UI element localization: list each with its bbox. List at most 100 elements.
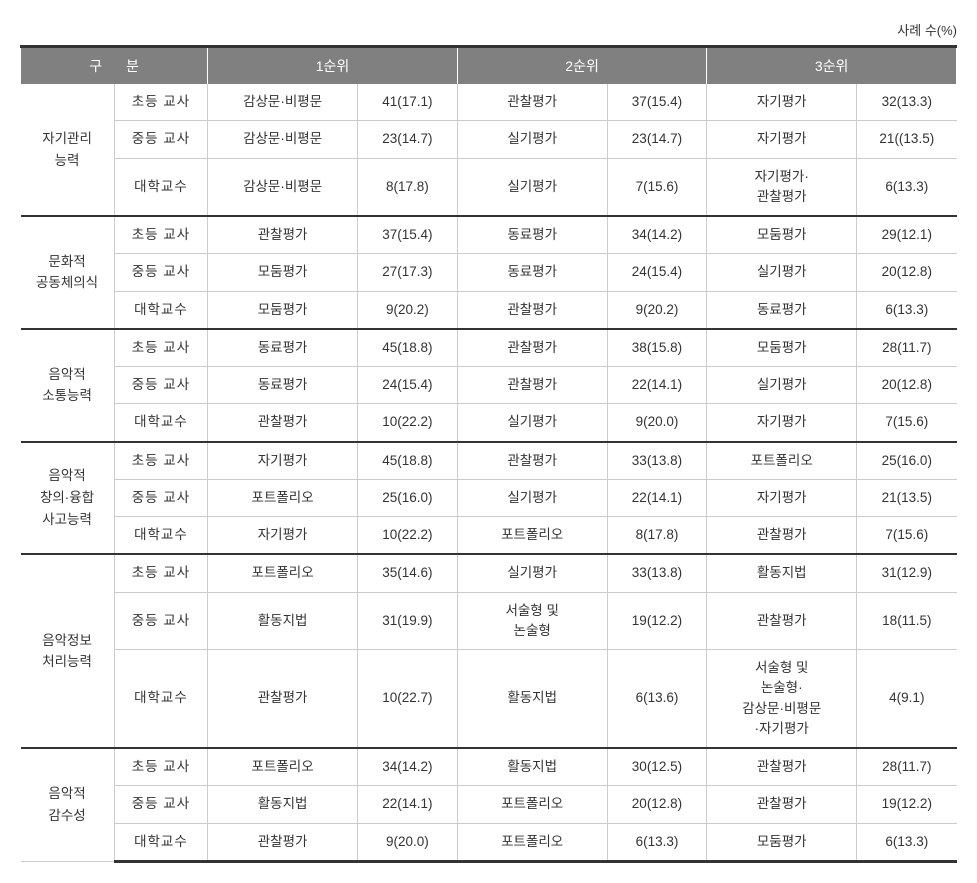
rank1-value: 10(22.2): [358, 404, 458, 442]
rank2-item: 서술형 및논술형: [457, 592, 607, 650]
header-division: 구 분: [21, 47, 208, 85]
rank2-item: 관찰평가: [457, 291, 607, 329]
rank3-value: 32(13.3): [857, 84, 957, 121]
rank3-value: 6(13.3): [857, 823, 957, 861]
rank3-item: 관찰평가: [707, 786, 857, 823]
rank2-value: 33(13.8): [607, 442, 707, 480]
table-body: 자기관리능력초등 교사감상문·비평문41(17.1)관찰평가37(15.4)자기…: [21, 84, 957, 861]
rank3-item: 동료평가: [707, 291, 857, 329]
table-row: 중등 교사모둠평가27(17.3)동료평가24(15.4)실기평가20(12.8…: [21, 254, 957, 291]
rank2-value: 6(13.3): [607, 823, 707, 861]
rank2-item: 관찰평가: [457, 84, 607, 121]
rank3-value: 20(12.8): [857, 254, 957, 291]
rank1-item: 포트폴리오: [208, 748, 358, 786]
rank1-item: 감상문·비평문: [208, 121, 358, 158]
rank3-item: 서술형 및논술형·감상문·비평문·자기평가: [707, 650, 857, 749]
rank1-item: 동료평가: [208, 367, 358, 404]
rank1-item: 모둠평가: [208, 291, 358, 329]
rank3-item: 관찰평가: [707, 748, 857, 786]
table-row: 대학교수관찰평가10(22.7)활동지법6(13.6)서술형 및논술형·감상문·…: [21, 650, 957, 749]
rank1-value: 37(15.4): [358, 216, 458, 254]
table-caption: 사례 수(%): [20, 20, 957, 39]
rank1-item: 동료평가: [208, 329, 358, 367]
table-row: 음악적소통능력초등 교사동료평가45(18.8)관찰평가38(15.8)모둠평가…: [21, 329, 957, 367]
rank3-value: 4(9.1): [857, 650, 957, 749]
rank1-item: 포트폴리오: [208, 479, 358, 516]
ranking-table: 구 분 1순위 2순위 3순위 자기관리능력초등 교사 감상문·비평문41(17.…: [20, 45, 957, 863]
table-row: 중등 교사포트폴리오25(16.0)실기평가22(14.1)자기평가21(13.…: [21, 479, 957, 516]
rank2-item: 관찰평가: [457, 367, 607, 404]
rank2-item: 실기평가: [457, 554, 607, 592]
table-row: 중등 교사활동지법31(19.9)서술형 및논술형19(12.2)관찰평가18(…: [21, 592, 957, 650]
rank1-value: 9(20.0): [358, 823, 458, 861]
rank1-item: 포트폴리오: [208, 554, 358, 592]
rank2-item: 동료평가: [457, 254, 607, 291]
rank2-value: 9(20.2): [607, 291, 707, 329]
rank3-item: 자기평가: [707, 479, 857, 516]
table-row: 음악정보처리능력초등 교사포트폴리오35(14.6)실기평가33(13.8)활동…: [21, 554, 957, 592]
table-row: 문화적공동체의식초등 교사관찰평가37(15.4)동료평가34(14.2)모둠평…: [21, 216, 957, 254]
subgroup-name: 중등 교사: [114, 121, 208, 158]
table-row: 중등 교사감상문·비평문23(14.7)실기평가23(14.7)자기평가21((…: [21, 121, 957, 158]
rank3-value: 18(11.5): [857, 592, 957, 650]
rank3-item: 모둠평가: [707, 329, 857, 367]
rank2-value: 8(17.8): [607, 517, 707, 555]
rank2-item: 관찰평가: [457, 329, 607, 367]
rank1-item: 감상문·비평문: [208, 84, 358, 121]
rank2-value: 6(13.6): [607, 650, 707, 749]
rank3-item: 실기평가: [707, 367, 857, 404]
rank1-item: 관찰평가: [208, 404, 358, 442]
group-name: 음악적소통능력: [21, 329, 115, 442]
rank2-item: 관찰평가: [457, 442, 607, 480]
rank3-item: 활동지법: [707, 554, 857, 592]
rank1-value: 10(22.2): [358, 517, 458, 555]
rank3-item: 자기평가: [707, 404, 857, 442]
rank3-item: 관찰평가: [707, 517, 857, 555]
subgroup-name: 중등 교사: [114, 367, 208, 404]
table-row: 대학교수모둠평가9(20.2)관찰평가9(20.2)동료평가6(13.3): [21, 291, 957, 329]
rank3-item: 모둠평가: [707, 216, 857, 254]
table-header-row: 구 분 1순위 2순위 3순위: [21, 47, 957, 85]
group-name: 자기관리능력: [21, 84, 115, 216]
rank3-value: 21(13.5): [857, 479, 957, 516]
rank2-item: 포트폴리오: [457, 786, 607, 823]
group-name: 음악적감수성: [21, 748, 115, 861]
rank2-item: 실기평가: [457, 158, 607, 216]
rank3-value: 20(12.8): [857, 367, 957, 404]
rank2-item: 포트폴리오: [457, 823, 607, 861]
subgroup-name: 중등 교사: [114, 479, 208, 516]
subgroup-name: 초등 교사: [114, 554, 208, 592]
subgroup-name: 중등 교사: [114, 786, 208, 823]
rank1-value: 45(18.8): [358, 329, 458, 367]
subgroup-name: 초등 교사: [114, 329, 208, 367]
rank1-value: 35(14.6): [358, 554, 458, 592]
subgroup-name: 대학교수: [114, 404, 208, 442]
rank3-value: 28(11.7): [857, 329, 957, 367]
subgroup-name: 초등 교사: [114, 748, 208, 786]
rank3-item: 모둠평가: [707, 823, 857, 861]
rank2-value: 20(12.8): [607, 786, 707, 823]
rank1-value: 25(16.0): [358, 479, 458, 516]
rank2-value: 24(15.4): [607, 254, 707, 291]
rank3-value: 6(13.3): [857, 291, 957, 329]
rank1-value: 8(17.8): [358, 158, 458, 216]
rank3-item: 실기평가: [707, 254, 857, 291]
table-row: 대학교수감상문·비평문8(17.8)실기평가7(15.6)자기평가·관찰평가6(…: [21, 158, 957, 216]
subgroup-name: 대학교수: [114, 517, 208, 555]
rank3-value: 7(15.6): [857, 404, 957, 442]
rank3-value: 21((13.5): [857, 121, 957, 158]
rank1-item: 활동지법: [208, 786, 358, 823]
rank1-value: 41(17.1): [358, 84, 458, 121]
subgroup-name: 중등 교사: [114, 254, 208, 291]
rank1-item: 활동지법: [208, 592, 358, 650]
rank1-item: 관찰평가: [208, 216, 358, 254]
rank2-item: 실기평가: [457, 479, 607, 516]
rank1-value: 9(20.2): [358, 291, 458, 329]
rank1-value: 22(14.1): [358, 786, 458, 823]
rank2-value: 37(15.4): [607, 84, 707, 121]
rank2-value: 34(14.2): [607, 216, 707, 254]
subgroup-name: 대학교수: [114, 650, 208, 749]
table-row: 대학교수자기평가10(22.2)포트폴리오8(17.8)관찰평가7(15.6): [21, 517, 957, 555]
header-rank2: 2순위: [457, 47, 707, 85]
table-row: 음악적감수성초등 교사포트폴리오34(14.2)활동지법30(12.5)관찰평가…: [21, 748, 957, 786]
